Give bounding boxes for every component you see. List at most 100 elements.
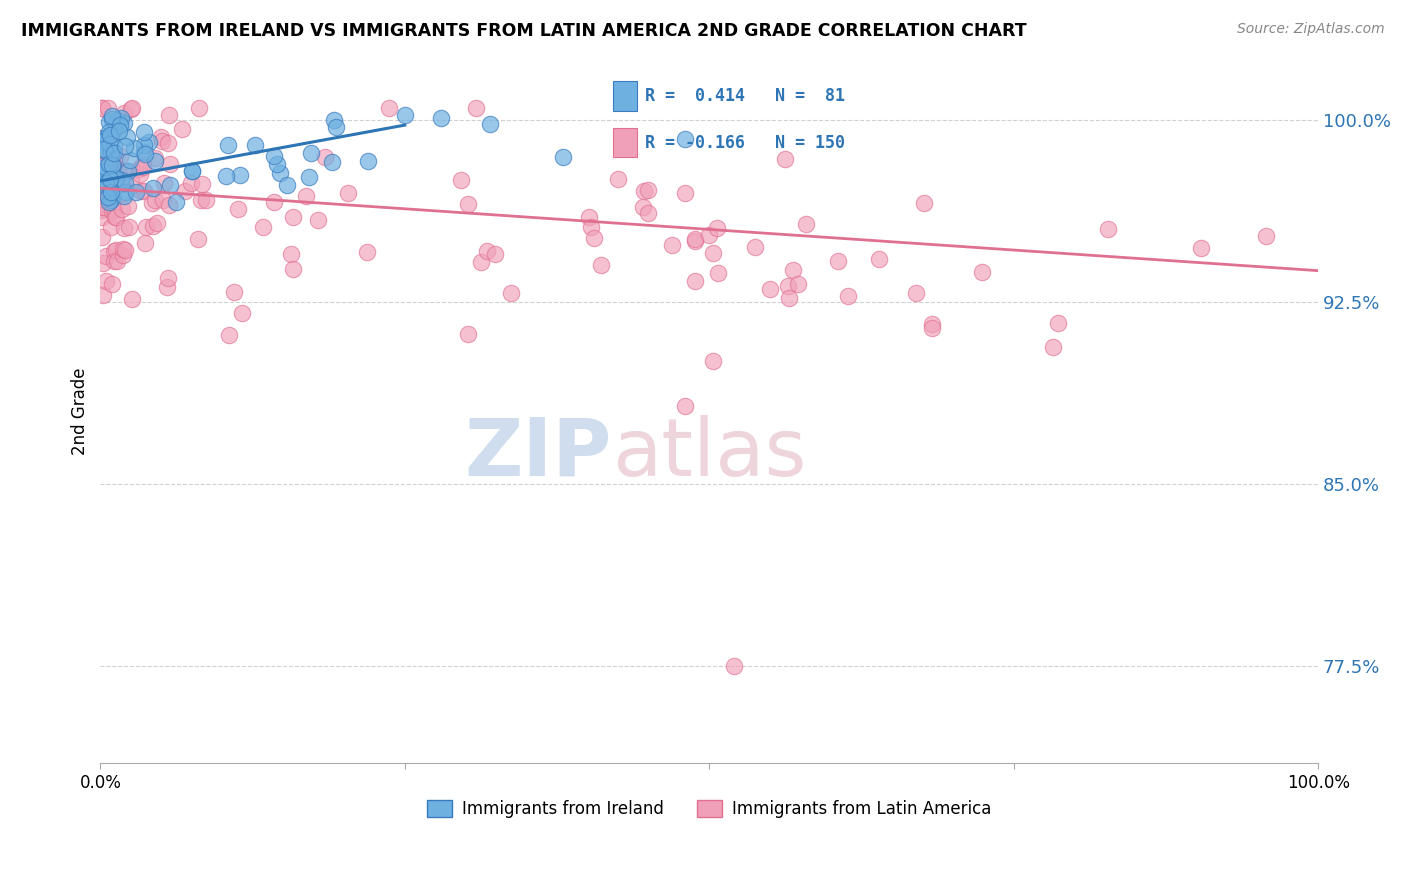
Point bbox=[100, 193, 122, 207]
Point bbox=[697, 227, 720, 242]
Point bbox=[1189, 241, 1212, 255]
Point bbox=[457, 197, 479, 211]
Point bbox=[470, 255, 492, 269]
Point bbox=[103, 146, 125, 161]
Point bbox=[475, 244, 498, 259]
Point bbox=[94, 274, 117, 288]
Point bbox=[157, 136, 180, 150]
Point bbox=[105, 210, 128, 224]
Point bbox=[578, 210, 600, 224]
Point bbox=[637, 206, 659, 220]
Point bbox=[97, 190, 120, 204]
Point bbox=[142, 219, 165, 233]
Point bbox=[104, 244, 127, 258]
Point bbox=[165, 194, 187, 209]
Point bbox=[112, 220, 135, 235]
Point bbox=[157, 198, 180, 212]
Point bbox=[1097, 222, 1119, 236]
Point bbox=[120, 103, 142, 117]
Point bbox=[114, 163, 136, 178]
Point bbox=[100, 185, 122, 199]
Point bbox=[101, 145, 124, 159]
Point bbox=[215, 169, 238, 184]
Point bbox=[135, 219, 157, 234]
Point bbox=[94, 138, 117, 153]
Point bbox=[499, 286, 522, 301]
Point bbox=[786, 277, 808, 291]
Point bbox=[143, 194, 166, 208]
Point bbox=[231, 306, 253, 320]
Point bbox=[90, 131, 112, 145]
Point bbox=[91, 134, 114, 148]
Point bbox=[117, 164, 139, 178]
Point bbox=[827, 253, 849, 268]
Point bbox=[269, 166, 291, 180]
Point bbox=[794, 217, 817, 231]
Point bbox=[243, 137, 266, 152]
Point bbox=[759, 282, 782, 296]
Point bbox=[128, 162, 150, 177]
Point bbox=[357, 153, 380, 168]
Point bbox=[744, 240, 766, 254]
Point bbox=[97, 125, 120, 139]
Point bbox=[153, 176, 176, 190]
Point bbox=[98, 168, 121, 182]
Point bbox=[773, 152, 796, 166]
Point bbox=[159, 157, 181, 171]
Point bbox=[93, 130, 115, 145]
Point bbox=[394, 108, 416, 122]
Point bbox=[673, 186, 696, 200]
Point bbox=[108, 149, 131, 163]
Point bbox=[101, 112, 124, 127]
Point bbox=[94, 178, 117, 192]
Point bbox=[217, 138, 239, 153]
Point bbox=[134, 137, 156, 152]
Point bbox=[93, 160, 115, 174]
Point bbox=[122, 141, 145, 155]
Point bbox=[129, 168, 152, 182]
Point bbox=[141, 196, 163, 211]
Point bbox=[98, 172, 121, 186]
Point bbox=[905, 286, 928, 301]
Point bbox=[105, 113, 128, 128]
Point bbox=[479, 117, 502, 131]
Point bbox=[91, 178, 114, 192]
Point bbox=[170, 122, 193, 136]
Legend: Immigrants from Ireland, Immigrants from Latin America: Immigrants from Ireland, Immigrants from… bbox=[420, 794, 998, 825]
Point bbox=[101, 277, 124, 291]
Point bbox=[90, 101, 112, 115]
Point bbox=[921, 317, 943, 331]
Point bbox=[661, 238, 683, 252]
Point bbox=[97, 156, 120, 170]
Point bbox=[228, 168, 250, 182]
Point bbox=[868, 252, 890, 266]
Point bbox=[464, 101, 486, 115]
Point bbox=[484, 247, 506, 261]
Point bbox=[637, 183, 659, 197]
Point bbox=[553, 150, 575, 164]
Point bbox=[103, 124, 125, 138]
Point bbox=[90, 164, 112, 178]
Point bbox=[134, 146, 156, 161]
Point bbox=[281, 261, 304, 276]
Point bbox=[430, 111, 453, 125]
Point bbox=[93, 193, 115, 207]
Point bbox=[607, 172, 630, 186]
Point bbox=[673, 399, 696, 413]
Point bbox=[90, 210, 112, 224]
Point bbox=[121, 293, 143, 307]
Point bbox=[108, 118, 131, 132]
Point bbox=[723, 659, 745, 673]
Point bbox=[100, 145, 122, 159]
Point bbox=[224, 285, 246, 300]
Point bbox=[100, 193, 122, 207]
Point bbox=[589, 258, 612, 272]
Point bbox=[93, 142, 115, 156]
Point bbox=[450, 173, 472, 187]
Point bbox=[138, 135, 160, 149]
Point bbox=[104, 172, 127, 186]
Point bbox=[96, 176, 118, 190]
Point bbox=[702, 354, 724, 368]
Point bbox=[90, 101, 112, 115]
Point bbox=[91, 144, 114, 158]
